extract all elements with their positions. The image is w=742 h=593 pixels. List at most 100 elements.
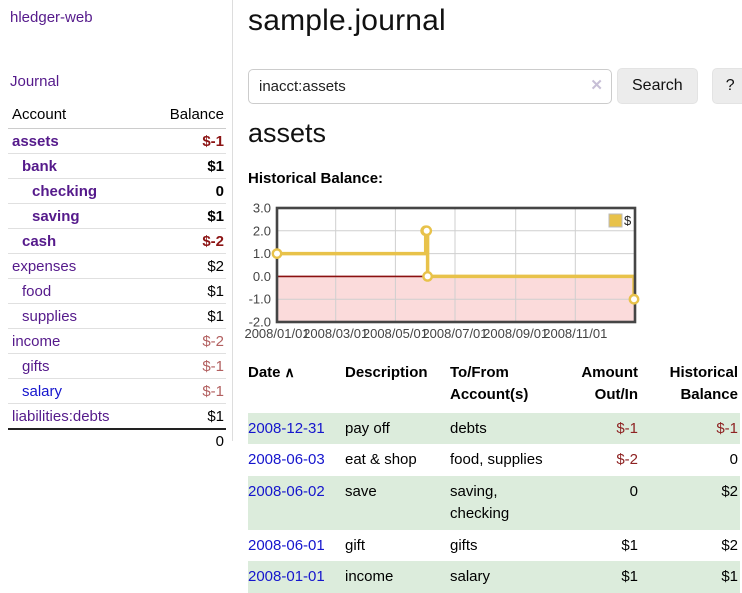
sidebar: hledger-web Journal Account Balance asse… xyxy=(0,0,233,450)
transaction-balance: $2 xyxy=(721,483,738,500)
accounts-total-value: 0 xyxy=(215,433,224,450)
transaction-balance: 0 xyxy=(729,451,738,469)
clear-search-icon[interactable]: ✕ xyxy=(590,76,603,94)
table-row: 2008-06-03 eat & shop food, supplies $-2 0 xyxy=(248,444,740,476)
transaction-description: income xyxy=(345,568,394,586)
account-link[interactable]: income xyxy=(12,332,61,350)
historical-balance-chart: $3.0 2.0 1.0 0.0 -1.0 -2.0 2008/01/01 2008/03/0… xyxy=(244,201,642,350)
svg-text:2.0: 2.0 xyxy=(253,223,271,238)
account-balance: $1 xyxy=(207,282,224,300)
accounts-header-balance: Balance xyxy=(169,106,224,123)
transaction-balance: $-1 xyxy=(716,419,738,437)
transaction-accounts: gifts xyxy=(450,536,478,554)
account-row: liabilities:debts $1 xyxy=(8,404,226,430)
svg-text:1.0: 1.0 xyxy=(253,246,271,261)
search-button[interactable]: Search xyxy=(617,68,698,104)
sidebar-item-journal[interactable]: Journal xyxy=(10,73,60,90)
transaction-amount: $1 xyxy=(621,536,638,554)
transaction-description: eat & shop xyxy=(345,451,417,469)
transaction-amount: $-2 xyxy=(616,451,638,469)
transaction-amount: 0 xyxy=(629,483,638,500)
svg-text:-1.0: -1.0 xyxy=(249,292,271,307)
account-link[interactable]: liabilities:debts xyxy=(12,407,110,425)
transaction-date-cell: 2008-06-03 xyxy=(248,444,345,476)
register-table: Date ∧ Description To/From Account(s) Amo… xyxy=(248,358,740,593)
account-row: cash $-2 xyxy=(8,229,226,254)
account-row: saving $1 xyxy=(8,204,226,229)
svg-text:0.0: 0.0 xyxy=(253,269,271,284)
svg-text:3.0: 3.0 xyxy=(253,201,271,216)
account-link[interactable]: expenses xyxy=(12,257,77,275)
register-header-date[interactable]: Date ∧ xyxy=(248,364,295,381)
transaction-date-cell: 2008-01-01 xyxy=(248,561,345,593)
sort-ascending-icon: ∧ xyxy=(284,364,295,380)
svg-text:2008/01/01: 2008/01/01 xyxy=(244,326,309,341)
account-link[interactable]: checking xyxy=(32,182,98,200)
transaction-accounts: salary xyxy=(450,568,491,586)
table-row: 2008-12-31 pay off debts $-1 $-1 xyxy=(248,412,740,445)
help-button[interactable]: ? xyxy=(711,68,742,104)
table-row: 2008-06-02 save saving, checking 0 $2 xyxy=(248,476,740,530)
account-link[interactable]: cash xyxy=(22,232,57,250)
date-link[interactable]: 2008-06-01 xyxy=(248,536,325,554)
register-header-accounts: To/From Account(s) xyxy=(450,364,529,403)
search-input[interactable] xyxy=(248,68,612,104)
register-header-description: Description xyxy=(345,364,428,381)
date-link[interactable]: 2008-06-03 xyxy=(248,451,325,469)
chart-label: Historical Balance: xyxy=(248,170,384,187)
transaction-description: pay off xyxy=(345,419,390,437)
account-link[interactable]: supplies xyxy=(22,307,78,325)
accounts-table-header: Account Balance xyxy=(8,103,226,129)
transaction-balance: $2 xyxy=(721,536,738,554)
app-brand-link[interactable]: hledger-web xyxy=(10,9,93,26)
date-link[interactable]: 2008-12-31 xyxy=(248,419,325,437)
account-balance: $-1 xyxy=(202,132,224,150)
account-balance: $-2 xyxy=(202,232,224,250)
transaction-accounts: food, supplies xyxy=(450,451,543,469)
svg-text:$: $ xyxy=(624,213,632,228)
account-heading: assets xyxy=(248,118,327,148)
account-row: assets $-1 xyxy=(8,129,226,154)
account-row: checking 0 xyxy=(8,179,226,204)
account-row: food $1 xyxy=(8,279,226,304)
svg-text:2008/11/01: 2008/11/01 xyxy=(543,326,607,341)
account-link[interactable]: food xyxy=(22,282,52,300)
svg-text:2008/03/01: 2008/03/01 xyxy=(303,326,368,341)
transaction-balance: $1 xyxy=(721,568,738,586)
accounts-table: Account Balance assets $-1 bank $1 checking 0… xyxy=(8,103,226,453)
account-balance: $-1 xyxy=(202,357,224,375)
accounts-total-row: 0 xyxy=(8,430,226,453)
svg-text:2008/09/01: 2008/09/01 xyxy=(483,326,548,341)
svg-text:-2.0: -2.0 xyxy=(249,315,271,330)
register-header-amount: Amount Out/In xyxy=(581,364,638,403)
account-balance: $-1 xyxy=(202,382,224,400)
account-balance: $1 xyxy=(207,207,224,225)
account-balance: $1 xyxy=(207,407,224,425)
transaction-accounts: debts xyxy=(450,419,487,437)
transaction-description: gift xyxy=(345,536,366,554)
transaction-amount: $-1 xyxy=(616,419,638,437)
account-link[interactable]: gifts xyxy=(22,357,50,375)
accounts-header-account: Account xyxy=(12,106,67,123)
accounts-rows: assets $-1 bank $1 checking 0 saving $1 cash $-2 e… xyxy=(8,129,226,430)
account-link[interactable]: salary xyxy=(22,382,63,400)
account-row: gifts $-1 xyxy=(8,354,226,379)
account-row: income $-2 xyxy=(8,329,226,354)
account-row: expenses $2 xyxy=(8,254,226,279)
register-header-row: Date ∧ Description To/From Account(s) Amo… xyxy=(248,358,740,413)
account-balance: $1 xyxy=(207,157,224,175)
search-bar: ✕ Search ? xyxy=(248,68,742,104)
chart-svg: $3.0 2.0 1.0 0.0 -1.0 -2.02008/01/012008/03/0… xyxy=(244,201,640,341)
page-title: sample.journal xyxy=(248,4,446,37)
svg-text:2008/07/01: 2008/07/01 xyxy=(422,326,487,341)
account-link[interactable]: bank xyxy=(22,157,58,175)
date-link[interactable]: 2008-06-02 xyxy=(248,483,325,500)
transaction-date-cell: 2008-06-02 xyxy=(248,476,345,530)
transaction-date-cell: 2008-06-01 xyxy=(248,530,345,562)
transaction-accounts: saving, checking xyxy=(450,483,510,522)
account-link[interactable]: assets xyxy=(12,132,59,150)
date-link[interactable]: 2008-01-01 xyxy=(248,568,325,586)
account-link[interactable]: saving xyxy=(32,207,80,225)
account-balance: $1 xyxy=(207,307,224,325)
table-row: 2008-01-01 income salary $1 $1 xyxy=(248,561,740,593)
